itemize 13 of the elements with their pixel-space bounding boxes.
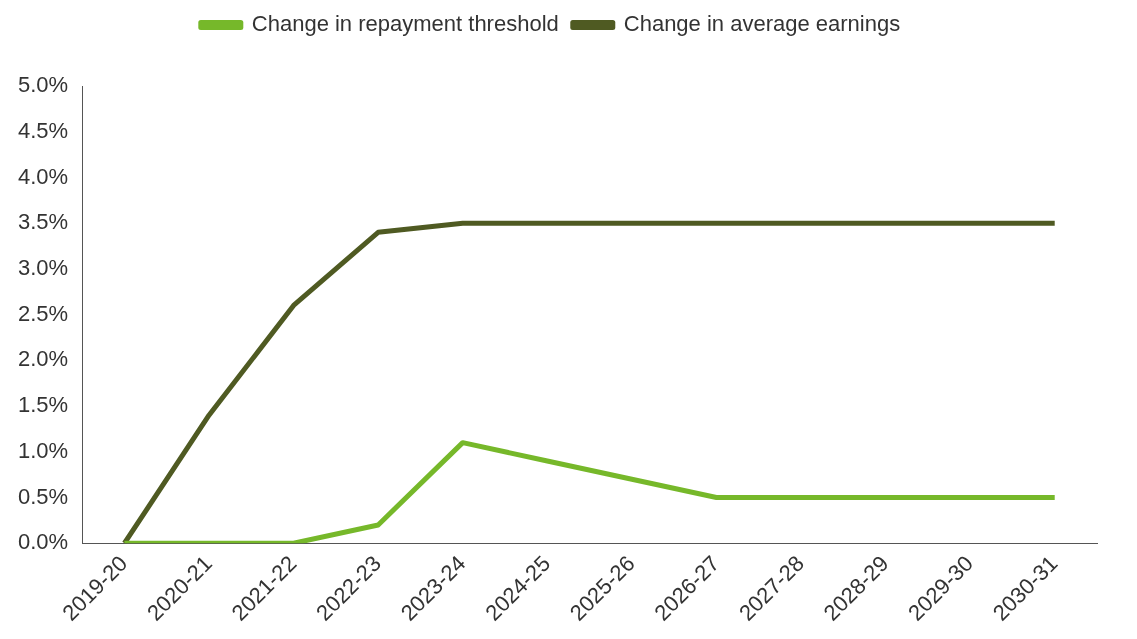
- legend-label: Change in average earnings: [623, 11, 901, 37]
- y-tick-label: 2.5%: [17, 300, 69, 326]
- y-tick-label: 0.0%: [17, 529, 69, 555]
- y-tick-label: 4.0%: [17, 163, 69, 189]
- y-tick-label: 3.0%: [17, 254, 69, 280]
- legend-label: Change in repayment threshold: [251, 11, 559, 37]
- y-tick-label: 1.5%: [17, 392, 69, 418]
- y-tick-label: 5.0%: [17, 72, 69, 98]
- y-tick-label: 3.5%: [17, 209, 69, 235]
- y-tick-label: 0.5%: [17, 483, 69, 509]
- y-tick-label: 2.0%: [17, 346, 69, 372]
- y-tick-label: 1.0%: [17, 437, 69, 463]
- y-tick-label: 4.5%: [17, 117, 69, 143]
